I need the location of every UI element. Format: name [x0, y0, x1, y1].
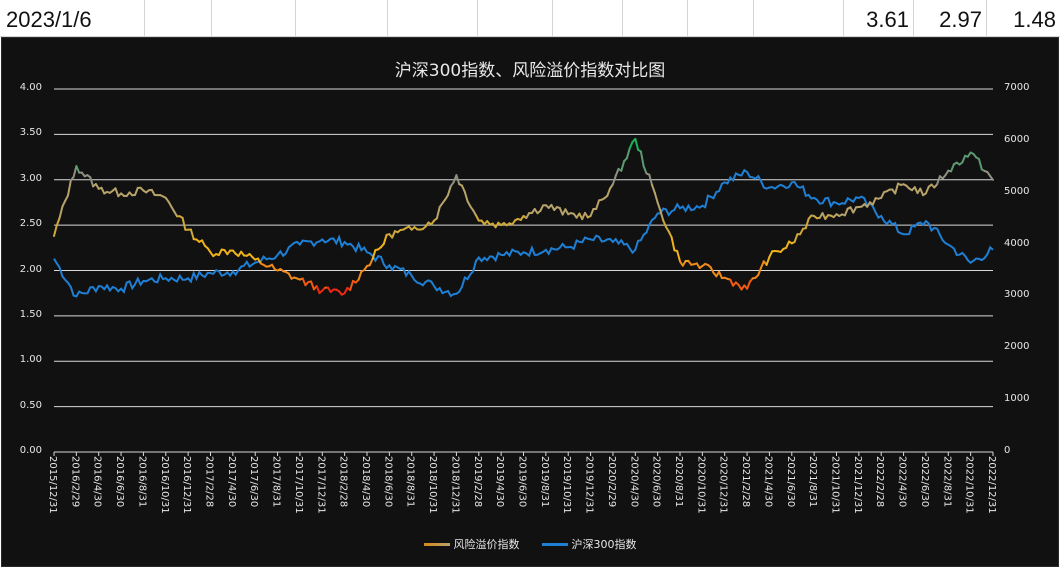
x-axis-tick: 2018/12/31 [449, 456, 461, 514]
x-axis-tick: 2022/4/30 [896, 456, 908, 508]
left-axis-tick: 3.50 [19, 127, 42, 139]
legend-swatch-risk-icon [423, 542, 450, 546]
x-axis [53, 452, 994, 456]
x-axis-tick: 2017/8/31 [270, 456, 282, 508]
x-axis-tick: 2019/6/30 [516, 456, 528, 508]
x-axis-tick: 2021/8/31 [807, 456, 819, 508]
legend-item-risk-premium[interactable]: 风险溢价指数 [423, 536, 520, 552]
x-axis-tick: 2020/4/30 [628, 456, 640, 508]
right-axis-tick: 1000 [1004, 393, 1030, 405]
x-axis-tick: 2017/2/28 [203, 456, 215, 508]
x-axis-tick: 2020/12/31 [717, 456, 729, 514]
right-axis-tick: 6000 [1004, 133, 1030, 145]
empty-cell[interactable] [688, 0, 754, 36]
legend-item-hs300[interactable]: 沪深300指数 [541, 536, 637, 552]
hs300-line [53, 168, 994, 298]
x-axis-tick: 2020/2/29 [605, 456, 617, 508]
left-axis-tick: 4.00 [19, 82, 42, 93]
right-axis-tick: 5000 [1004, 185, 1030, 197]
right-axis-tick: 2000 [1004, 341, 1030, 353]
x-axis-tick: 2022/10/31 [963, 456, 975, 514]
legend-label: 沪深300指数 [571, 538, 637, 551]
left-axis-tick: 2.50 [19, 218, 42, 230]
x-axis-tick: 2021/2/28 [740, 456, 752, 508]
value-cell-2[interactable]: 2.97 [914, 0, 987, 36]
x-axis-tick: 2021/12/31 [851, 456, 863, 514]
empty-cell[interactable] [478, 0, 553, 36]
x-axis-tick: 2019/10/31 [561, 456, 573, 514]
x-axis-tick: 2018/2/28 [337, 456, 349, 508]
left-axis-tick: 0.00 [19, 445, 42, 456]
empty-cell[interactable] [296, 0, 388, 36]
x-axis-tick: 2021/6/30 [784, 456, 796, 508]
x-axis-tick: 2022/8/31 [941, 456, 953, 508]
x-axis-tick: 2020/10/31 [695, 456, 707, 514]
right-axis-tick: 4000 [1004, 237, 1030, 249]
x-axis-tick: 2022/12/31 [986, 456, 997, 514]
legend-swatch-hs300-icon [541, 542, 568, 546]
x-axis-tick: 2017/6/30 [248, 456, 260, 508]
x-axis-tick: 2018/10/31 [427, 456, 439, 514]
x-axis-tick: 2017/12/31 [315, 456, 327, 514]
x-axis-tick: 2019/8/31 [538, 456, 550, 508]
chart-title: 沪深300指数、风险溢价指数对比图 [394, 61, 666, 81]
x-axis-tick: 2016/10/31 [158, 456, 170, 514]
left-axis-tick: 3.00 [19, 172, 42, 184]
left-axis-tick: 1.00 [19, 354, 42, 366]
left-axis-tick: 2.00 [19, 263, 42, 275]
x-axis-tick: 2018/8/31 [404, 456, 416, 508]
empty-cell[interactable] [553, 0, 623, 36]
right-axis-tick: 0 [1004, 445, 1011, 456]
empty-cell[interactable] [145, 0, 212, 36]
legend: 风险溢价指数 沪深300指数 [2, 536, 1058, 552]
x-axis-tick: 2017/4/30 [225, 456, 237, 508]
x-axis-tick: 2016/12/31 [181, 456, 193, 514]
gridlines [54, 88, 993, 453]
x-axis-tick: 2022/6/30 [918, 456, 930, 508]
x-axis-tick: 2021/4/30 [762, 456, 774, 508]
x-axis-tick: 2017/10/31 [292, 456, 304, 514]
x-axis-tick: 2020/8/31 [673, 456, 684, 508]
x-axis-tick: 2015/12/31 [47, 456, 58, 514]
x-axis-tick: 2018/6/30 [382, 456, 394, 508]
date-cell[interactable]: 2023/1/6 [0, 0, 145, 36]
empty-cell[interactable] [212, 0, 296, 36]
x-axis-tick: 2016/8/31 [136, 456, 148, 508]
x-axis-tick: 2022/2/28 [874, 456, 886, 508]
risk-premium-line [53, 137, 994, 296]
x-axis-tick: 2021/10/31 [829, 456, 841, 514]
plot-area [53, 88, 994, 456]
empty-cell[interactable] [623, 0, 688, 36]
value-cell-1[interactable]: 3.61 [844, 0, 914, 36]
value-cell-3[interactable]: 1.48 [1013, 7, 1056, 32]
left-axis-tick: 0.50 [19, 399, 42, 411]
x-axis-tick: 2016/6/30 [114, 456, 126, 508]
x-axis-tick: 2019/4/30 [494, 456, 506, 508]
right-axis-tick: 7000 [1004, 82, 1030, 93]
x-axis-tick: 2018/4/30 [360, 456, 371, 508]
x-axis-tick: 2020/6/30 [650, 456, 662, 508]
empty-cell[interactable] [388, 0, 478, 36]
x-axis-tick: 2016/4/30 [91, 456, 103, 508]
x-axis-tick: 2019/12/31 [583, 456, 595, 514]
empty-cell[interactable] [754, 0, 844, 36]
right-axis-tick: 3000 [1004, 289, 1030, 301]
legend-label: 风险溢价指数 [453, 538, 520, 551]
left-axis-tick: 1.50 [19, 308, 42, 320]
spreadsheet-row: 2023/1/6 3.61 2.97 1.48 [0, 0, 1060, 37]
x-axis-tick: 2019/2/28 [471, 456, 483, 508]
chart-area[interactable]: 沪深300指数、风险溢价指数对比图 4.00 3.50 3.00 2.50 2.00 1.… [1, 37, 1059, 567]
x-axis-tick: 2016/2/29 [69, 456, 81, 508]
